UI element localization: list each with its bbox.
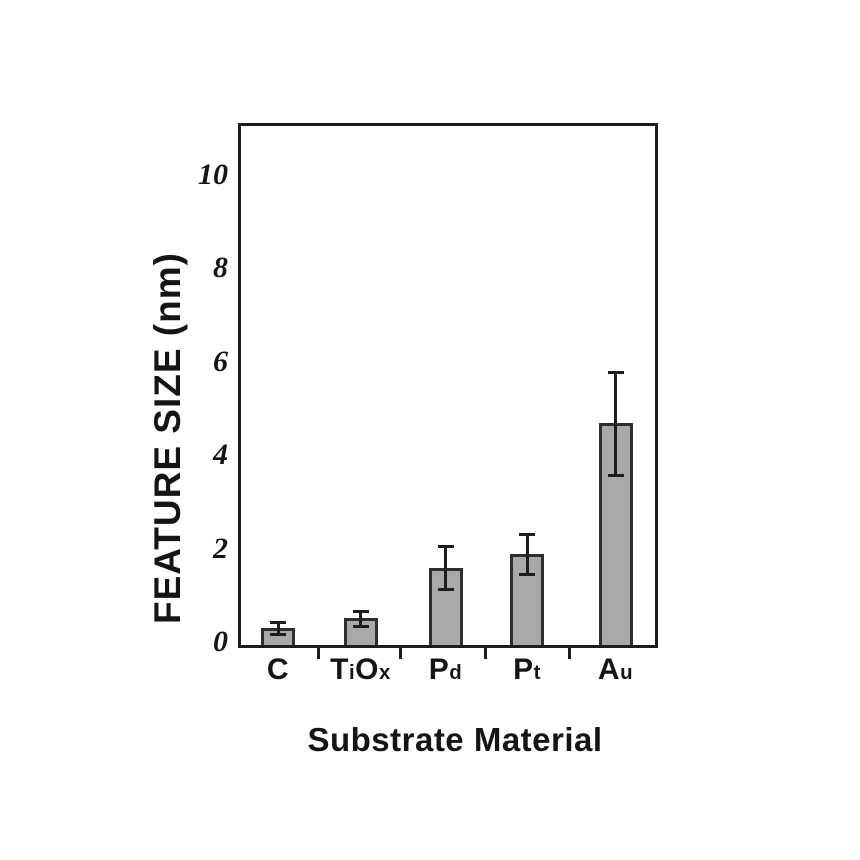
x-axis-tick-mark — [483, 648, 487, 659]
x-axis-tick-mark — [567, 648, 571, 659]
error-bar-cap — [607, 473, 624, 477]
error-bar-pd — [444, 546, 447, 589]
x-tick-label-tiox: TiOx — [330, 653, 391, 686]
error-bar-cap — [270, 620, 286, 624]
error-bar-cap — [352, 609, 369, 613]
error-bar-cap — [519, 532, 535, 536]
y-tick-label-8: 8 — [213, 251, 228, 285]
error-bar-cap — [352, 624, 369, 628]
error-bar-cap — [519, 572, 535, 576]
error-bar-cap — [607, 370, 624, 374]
x-axis-tick-mark — [398, 648, 402, 659]
y-tick-label-0: 0 — [213, 625, 228, 658]
y-tick-label-2: 2 — [213, 531, 228, 565]
plot-area — [238, 123, 658, 648]
x-tick-label-c: C — [266, 653, 290, 686]
error-bar-pt — [525, 534, 529, 574]
y-tick-label-6: 6 — [213, 344, 228, 378]
error-bar-cap — [437, 587, 454, 591]
x-axis-tick-mark — [316, 648, 320, 659]
y-tick-label-4: 4 — [213, 438, 228, 472]
x-axis-title: Substrate Material — [307, 721, 603, 758]
error-bar-au — [614, 372, 617, 475]
x-tick-label-au: Au — [597, 653, 634, 686]
x-tick-label-pt: Pt — [513, 653, 541, 686]
error-bar-c — [276, 622, 280, 634]
error-bar-tiox — [359, 611, 362, 626]
x-tick-label-pd: Pd — [428, 653, 463, 686]
error-bar-cap — [270, 632, 286, 636]
y-tick-label-10: 10 — [198, 158, 228, 191]
error-bar-cap — [437, 544, 454, 548]
